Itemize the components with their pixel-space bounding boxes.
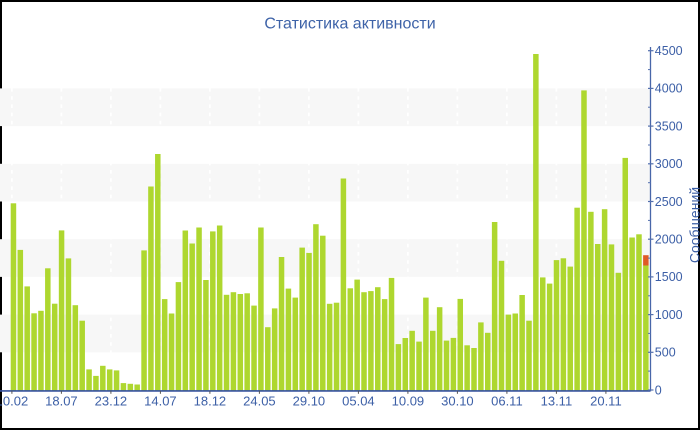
- svg-text:24.05: 24.05: [243, 394, 276, 409]
- svg-text:3000: 3000: [655, 157, 683, 171]
- svg-text:13.11: 13.11: [541, 394, 573, 409]
- svg-text:3500: 3500: [655, 119, 683, 133]
- svg-text:18.07: 18.07: [45, 394, 78, 409]
- svg-text:1000: 1000: [655, 308, 683, 322]
- svg-text:4000: 4000: [655, 82, 683, 96]
- svg-text:20.11: 20.11: [590, 394, 622, 409]
- svg-text:2500: 2500: [655, 195, 683, 209]
- svg-text:Статистика активности: Статистика активности: [264, 15, 435, 32]
- svg-text:0: 0: [655, 383, 662, 397]
- svg-text:4500: 4500: [655, 44, 683, 58]
- svg-text:Сообщений: Сообщений: [687, 187, 700, 263]
- svg-text:30.10: 30.10: [441, 394, 474, 409]
- svg-text:2000: 2000: [655, 233, 683, 247]
- svg-text:500: 500: [655, 346, 676, 360]
- svg-text:1500: 1500: [655, 270, 683, 284]
- svg-text:10.09: 10.09: [392, 394, 425, 409]
- svg-text:10.02: 10.02: [0, 394, 28, 409]
- svg-text:29.10: 29.10: [293, 394, 326, 409]
- svg-text:14.07: 14.07: [144, 394, 177, 409]
- svg-text:05.04: 05.04: [342, 394, 375, 409]
- svg-text:23.12: 23.12: [95, 394, 128, 409]
- svg-text:06.11: 06.11: [491, 394, 523, 409]
- svg-text:18.12: 18.12: [194, 394, 227, 409]
